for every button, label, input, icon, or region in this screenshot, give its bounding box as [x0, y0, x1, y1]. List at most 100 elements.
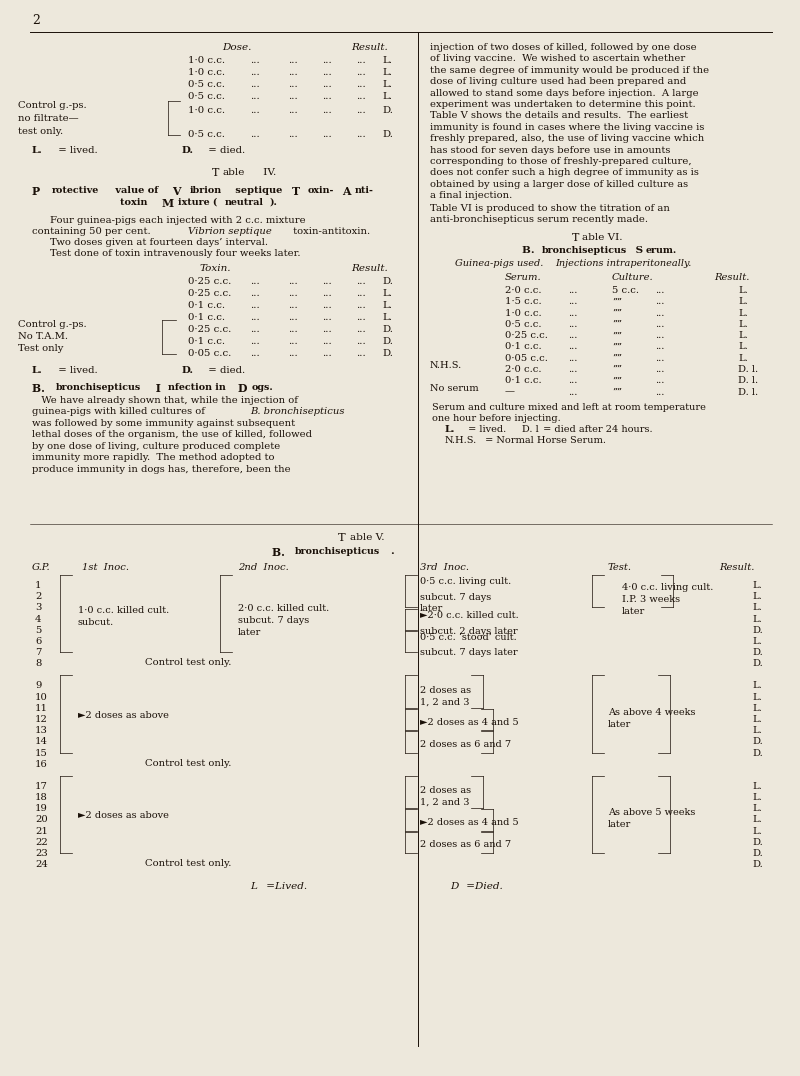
Text: the same degree of immunity would be produced if the: the same degree of immunity would be pro…: [430, 66, 709, 75]
Text: L.: L.: [752, 826, 762, 836]
Text: 2·0 c.c.: 2·0 c.c.: [505, 365, 542, 374]
Text: 2: 2: [35, 592, 42, 601]
Text: L.: L.: [752, 793, 762, 802]
Text: 21: 21: [35, 826, 48, 836]
Text: was followed by some immunity against subsequent: was followed by some immunity against su…: [32, 419, 295, 428]
Text: ...: ...: [655, 354, 664, 363]
Text: ...: ...: [568, 286, 578, 295]
Text: ...: ...: [356, 313, 366, 322]
Text: 0·25 c.c.: 0·25 c.c.: [188, 277, 231, 286]
Text: P: P: [32, 186, 40, 197]
Text: ...: ...: [288, 68, 298, 77]
Text: D: D: [450, 882, 458, 891]
Text: 1·0 c.c.: 1·0 c.c.: [188, 56, 225, 65]
Text: ...: ...: [288, 349, 298, 358]
Text: ...: ...: [356, 68, 366, 77]
Text: B.: B.: [272, 547, 289, 558]
Text: 2 doses as 6 and 7: 2 doses as 6 and 7: [420, 840, 511, 849]
Text: L.: L.: [738, 354, 748, 363]
Text: 6: 6: [35, 637, 42, 646]
Text: L.: L.: [445, 425, 455, 435]
Text: ...: ...: [568, 297, 578, 307]
Text: by one dose of living, culture produced complete: by one dose of living, culture produced …: [32, 442, 280, 451]
Text: septique: septique: [232, 186, 286, 195]
Text: = died after 24 hours.: = died after 24 hours.: [540, 425, 653, 435]
Text: ...: ...: [322, 130, 332, 139]
Text: ...: ...: [655, 377, 664, 385]
Text: does not confer such a high degree of immunity as is: does not confer such a high degree of im…: [430, 169, 699, 178]
Text: L.: L.: [752, 581, 762, 590]
Text: 2 doses as: 2 doses as: [420, 785, 471, 795]
Text: ...: ...: [250, 349, 260, 358]
Text: 1·5 c.c.: 1·5 c.c.: [505, 297, 542, 307]
Text: subcut. 7 days: subcut. 7 days: [238, 615, 310, 624]
Text: 0·5 c.c. ‘stood’ cult.: 0·5 c.c. ‘stood’ cult.: [420, 633, 517, 642]
Text: Test.: Test.: [608, 563, 632, 572]
Text: 1·0 c.c.: 1·0 c.c.: [188, 107, 225, 115]
Text: 0·1 c.c.: 0·1 c.c.: [188, 301, 225, 310]
Text: ...: ...: [356, 130, 366, 139]
Text: 18: 18: [35, 793, 48, 802]
Text: Two doses given at fourteen days’ interval.: Two doses given at fourteen days’ interv…: [50, 238, 268, 247]
Text: D.: D.: [752, 626, 762, 635]
Text: ...: ...: [568, 331, 578, 340]
Text: ...: ...: [655, 331, 664, 340]
Text: later: later: [622, 607, 646, 617]
Text: ...: ...: [288, 289, 298, 298]
Text: ...: ...: [250, 80, 260, 89]
Text: 13: 13: [35, 726, 48, 735]
Text: 1·0 c.c.: 1·0 c.c.: [188, 68, 225, 77]
Text: 2·0 c.c.: 2·0 c.c.: [505, 286, 542, 295]
Text: L.: L.: [752, 637, 762, 646]
Text: experiment was undertaken to determine this point.: experiment was undertaken to determine t…: [430, 100, 696, 109]
Text: ...: ...: [288, 80, 298, 89]
Text: Test only: Test only: [18, 344, 63, 353]
Text: 14: 14: [35, 737, 48, 747]
Text: dose of living culture used had been prepared and: dose of living culture used had been pre…: [430, 77, 686, 86]
Text: Result.: Result.: [351, 43, 388, 52]
Text: B. bronchisepticus: B. bronchisepticus: [250, 408, 345, 416]
Text: D.: D.: [752, 737, 762, 747]
Text: No T.A.M.: No T.A.M.: [18, 332, 68, 341]
Text: D.: D.: [382, 130, 393, 139]
Text: Dose.: Dose.: [222, 43, 251, 52]
Text: D.: D.: [182, 146, 194, 155]
Text: D.: D.: [382, 277, 393, 286]
Text: ...: ...: [250, 301, 260, 310]
Text: ...: ...: [568, 342, 578, 352]
Text: obtained by using a larger dose of killed culture as: obtained by using a larger dose of kille…: [430, 180, 688, 188]
Text: 3: 3: [35, 604, 42, 612]
Text: ...: ...: [655, 297, 664, 307]
Text: Control test only.: Control test only.: [145, 659, 231, 667]
Text: 0·1 c.c.: 0·1 c.c.: [505, 342, 542, 352]
Text: immunity is found in cases where the living vaccine is: immunity is found in cases where the liv…: [430, 123, 704, 131]
Text: 11: 11: [35, 704, 48, 712]
Text: ...: ...: [322, 337, 332, 346]
Text: of living vaccine.  We wished to ascertain whether: of living vaccine. We wished to ascertai…: [430, 55, 686, 63]
Text: 2: 2: [32, 14, 40, 27]
Text: bronchisepticus: bronchisepticus: [295, 547, 380, 556]
Text: Vibrion septique: Vibrion septique: [188, 227, 272, 236]
Text: bronchisepticus: bronchisepticus: [542, 246, 627, 255]
Text: ...: ...: [250, 289, 260, 298]
Text: ...: ...: [322, 277, 332, 286]
Text: Serum and culture mixed and left at room temperature: Serum and culture mixed and left at room…: [432, 404, 706, 412]
Text: subcut. 2 days later: subcut. 2 days later: [420, 627, 518, 636]
Text: 5 c.c.: 5 c.c.: [612, 286, 639, 295]
Text: lethal doses of the organism, the use of killed, followed: lethal doses of the organism, the use of…: [32, 430, 312, 439]
Text: 10: 10: [35, 693, 48, 702]
Text: oxin-: oxin-: [308, 186, 334, 195]
Text: 1, 2 and 3: 1, 2 and 3: [420, 798, 470, 807]
Text: ...: ...: [568, 309, 578, 317]
Text: 0·25 c.c.: 0·25 c.c.: [188, 325, 231, 334]
Text: G.P.: G.P.: [32, 563, 50, 572]
Text: —: —: [505, 387, 515, 397]
Text: 24: 24: [35, 860, 48, 869]
Text: subcut.: subcut.: [78, 618, 114, 626]
Text: ...: ...: [356, 277, 366, 286]
Text: ...: ...: [250, 68, 260, 77]
Text: guinea-pigs with killed cultures of: guinea-pigs with killed cultures of: [32, 408, 208, 416]
Text: ...: ...: [250, 277, 260, 286]
Text: 2·0 c.c. killed cult.: 2·0 c.c. killed cult.: [238, 604, 330, 612]
Text: .: .: [390, 547, 394, 556]
